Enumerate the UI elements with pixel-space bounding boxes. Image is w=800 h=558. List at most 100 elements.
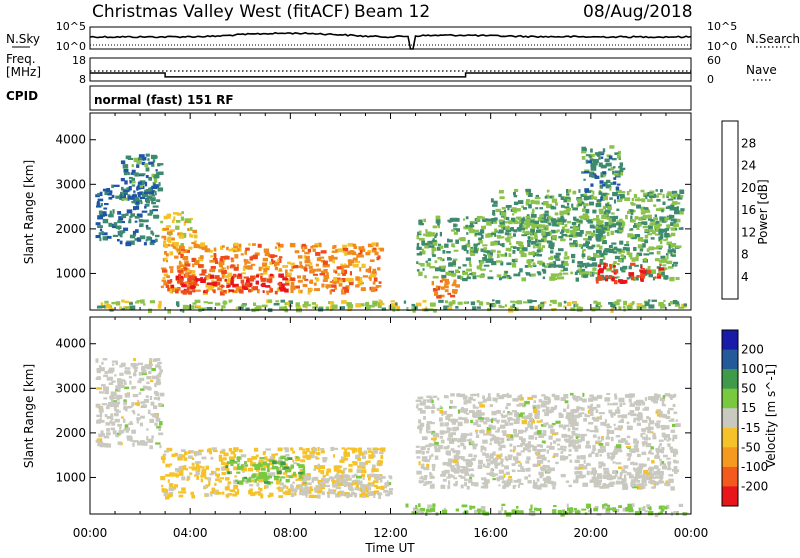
heatmap-cell <box>595 452 599 457</box>
heatmap-cell <box>639 248 644 252</box>
heatmap-cell <box>618 420 623 423</box>
heatmap-cell <box>383 489 389 493</box>
heatmap-cell <box>511 469 516 473</box>
heatmap-cell <box>503 473 506 478</box>
heatmap-cell <box>384 486 387 489</box>
heatmap-cell <box>592 406 597 410</box>
heatmap-cell <box>214 275 220 280</box>
heatmap-cell <box>497 442 501 446</box>
heatmap-cell <box>345 451 350 456</box>
heatmap-cell <box>608 275 612 279</box>
heatmap-cell <box>666 439 670 442</box>
heatmap-cell <box>195 289 201 292</box>
heatmap-cell <box>486 458 491 461</box>
heatmap-cell <box>297 255 303 259</box>
heatmap-cell <box>144 203 150 207</box>
heatmap-cell <box>510 227 514 232</box>
heatmap-cell <box>220 307 223 312</box>
heatmap-cell <box>614 230 619 233</box>
heatmap-cell <box>618 166 623 169</box>
heatmap-cell <box>591 416 596 420</box>
heatmap-cell <box>491 418 494 424</box>
heatmap-cell <box>313 468 316 471</box>
heatmap-cell <box>431 280 434 286</box>
heatmap-cell <box>152 209 158 212</box>
heatmap-cell <box>447 292 452 295</box>
heatmap-cell <box>314 489 318 492</box>
heatmap-cell <box>418 425 423 431</box>
heatmap-cell <box>426 395 432 398</box>
heatmap-cell <box>492 241 495 245</box>
heatmap-cell <box>188 450 194 454</box>
heatmap-cell <box>469 474 475 478</box>
heatmap-cell <box>509 242 512 245</box>
heatmap-cell <box>485 258 490 263</box>
heatmap-cell <box>671 248 675 253</box>
heatmap-cell <box>343 467 347 470</box>
heatmap-cell <box>214 254 217 259</box>
heatmap-cell <box>96 368 101 373</box>
heatmap-cell <box>339 493 344 497</box>
heatmap-cell <box>372 303 378 307</box>
heatmap-cell <box>486 302 490 305</box>
heatmap-cell <box>665 504 670 510</box>
heatmap-cell <box>241 477 245 482</box>
heatmap-cell <box>645 270 651 275</box>
power-colorbar-tick: 24 <box>741 159 756 173</box>
heatmap-cell <box>185 284 191 288</box>
heatmap-cell <box>633 420 636 423</box>
heatmap-cell <box>552 486 556 490</box>
heatmap-cell <box>613 423 616 427</box>
heatmap-cell <box>623 465 629 469</box>
heatmap-cell <box>676 218 681 223</box>
heatmap-cell <box>167 279 172 284</box>
heatmap-cell <box>254 306 260 312</box>
heatmap-cell <box>139 235 146 240</box>
heatmap-cell <box>253 447 259 452</box>
heatmap-cell <box>525 192 529 196</box>
heatmap-cell <box>263 268 268 272</box>
heatmap-cell <box>359 267 362 272</box>
heatmap-cell <box>551 422 556 426</box>
heatmap-cell <box>673 249 676 253</box>
heatmap-cell <box>609 430 615 434</box>
heatmap-cell <box>230 257 234 261</box>
heatmap-cell <box>216 277 222 282</box>
heatmap-cell <box>469 263 472 267</box>
heatmap-cell <box>584 271 590 276</box>
power-x-ticks <box>89 113 692 310</box>
heatmap-cell <box>575 510 581 514</box>
heatmap-cell <box>593 253 598 257</box>
heatmap-cell <box>346 494 350 499</box>
heatmap-cell <box>654 233 661 236</box>
heatmap-cell <box>645 443 652 448</box>
heatmap-cell <box>603 423 607 427</box>
heatmap-cell <box>572 421 579 427</box>
heatmap-cell <box>496 420 499 424</box>
heatmap-cell <box>499 437 505 441</box>
heatmap-cell <box>464 435 467 438</box>
heatmap-cell <box>466 433 470 436</box>
heatmap-cell <box>500 461 503 465</box>
heatmap-cell <box>165 463 171 468</box>
heatmap-cell <box>136 300 141 303</box>
heatmap-cell <box>480 260 483 263</box>
heatmap-cell <box>506 403 511 406</box>
heatmap-cell <box>126 435 133 439</box>
heatmap-cell <box>180 290 186 294</box>
heatmap-cell <box>500 458 504 463</box>
heatmap-cell <box>667 251 671 254</box>
heatmap-cell <box>589 407 595 412</box>
heatmap-cell <box>600 173 603 178</box>
heatmap-cell <box>661 228 668 233</box>
heatmap-cell <box>297 275 301 279</box>
heatmap-cell <box>590 411 594 416</box>
heatmap-cell <box>301 488 305 492</box>
heatmap-cell <box>551 406 557 411</box>
heatmap-cell <box>232 493 238 497</box>
heatmap-cell <box>527 441 531 445</box>
heatmap-cell <box>483 483 488 488</box>
heatmap-cell <box>295 305 302 308</box>
heatmap-cell <box>575 303 579 307</box>
heatmap-cell <box>572 427 579 431</box>
